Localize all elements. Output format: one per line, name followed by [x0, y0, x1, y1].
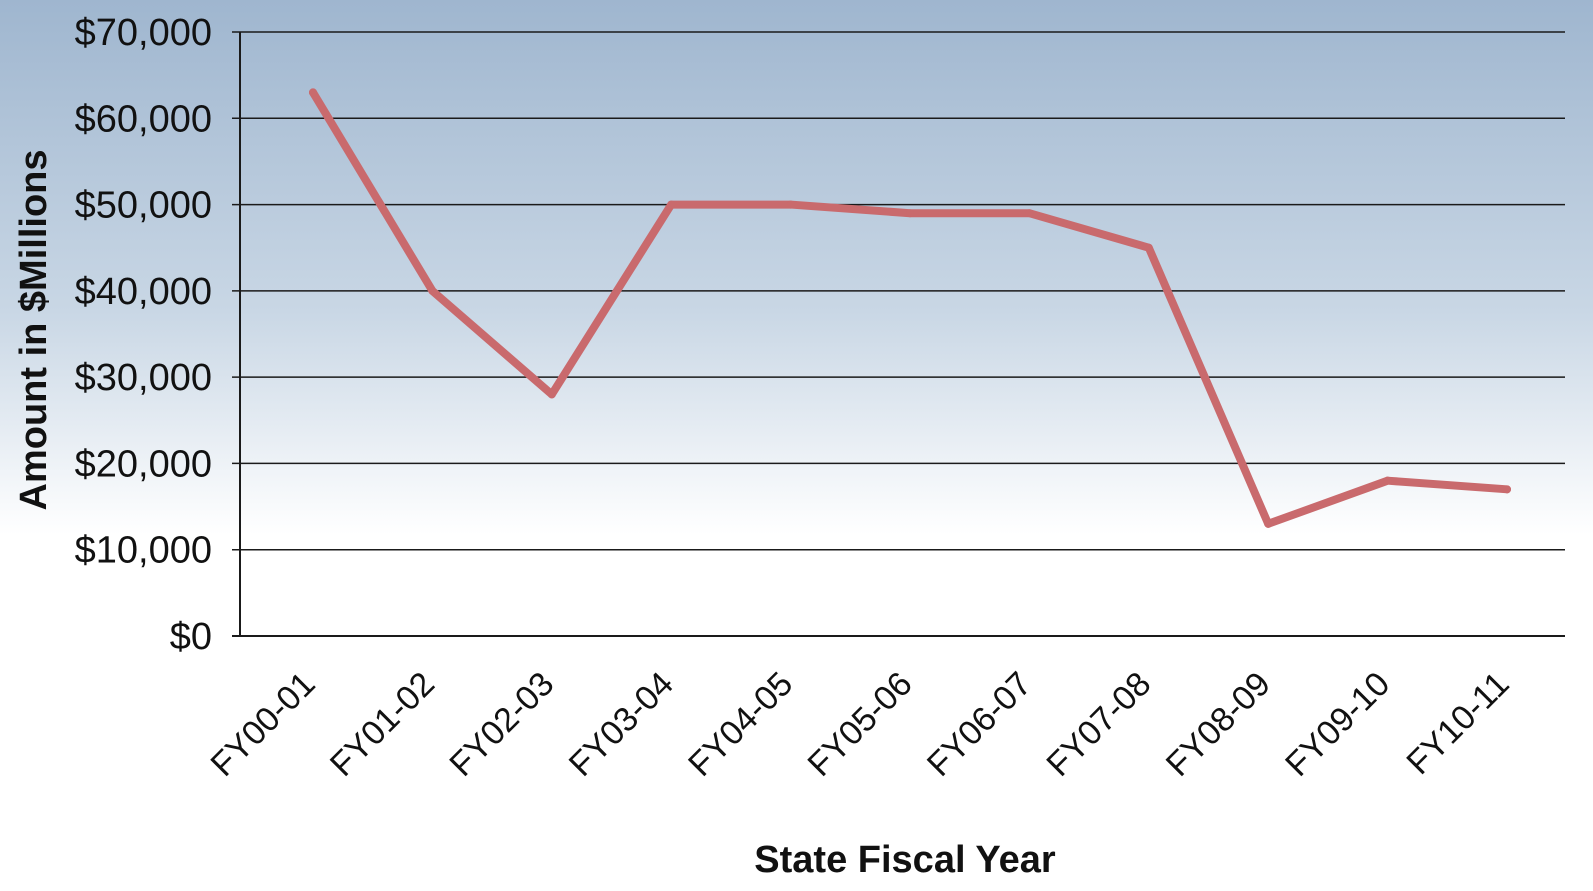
y-tick-label: $60,000: [75, 98, 212, 140]
data-point: [906, 209, 914, 218]
data-point: [667, 200, 676, 209]
data-point: [1025, 209, 1034, 218]
y-tick-labels: $0 $10,000 $20,000 $30,000 $40,000 $50,000 $60…: [75, 12, 212, 658]
x-axis-title: State Fiscal Year: [754, 839, 1056, 881]
y-tick-label: $10,000: [75, 530, 212, 572]
data-point: [786, 200, 795, 209]
data-point: [1144, 243, 1153, 252]
y-tick-label: $30,000: [75, 357, 212, 399]
y-tick-label: $20,000: [75, 443, 212, 485]
data-point: [547, 390, 556, 399]
series: [309, 88, 1511, 528]
data-point: [309, 88, 317, 97]
data-point: [1503, 485, 1511, 494]
gridlines: [232, 31, 1565, 551]
axes: [232, 32, 1565, 637]
y-tick-label: $40,000: [75, 271, 212, 313]
y-tick-label: $70,000: [75, 12, 212, 54]
y-tick-label: $0: [170, 616, 212, 658]
data-point: [1383, 476, 1392, 485]
y-tick-label: $50,000: [75, 185, 212, 227]
y-axis-title: Amount in $Millions: [13, 150, 55, 511]
data-point: [428, 286, 437, 295]
data-point: [1264, 519, 1273, 528]
